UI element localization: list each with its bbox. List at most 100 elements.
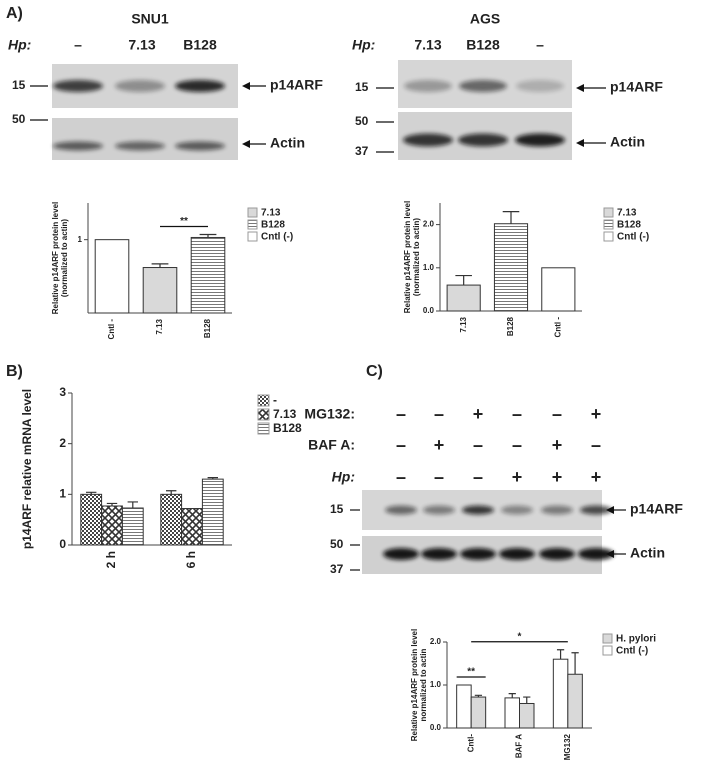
error-bar [207, 477, 218, 480]
band-label: Actin [270, 135, 305, 151]
legend-label: B128 [261, 220, 285, 231]
legend-label: 7.13 [261, 208, 281, 219]
bar [504, 697, 520, 729]
x-tick-label: 7.13 [155, 318, 164, 334]
hp-label: Hp: [352, 37, 375, 53]
bar [94, 239, 130, 314]
blot-band [423, 505, 455, 515]
y-tick-label: 0 [59, 537, 66, 551]
marker-label: 37 [355, 144, 369, 158]
x-tick-label: Cntl- [466, 734, 475, 753]
lane-label: 7.13 [128, 37, 155, 53]
y-axis-label: Relative p14ARF protein level [403, 201, 412, 313]
legend-swatch [257, 422, 270, 435]
bar [493, 223, 529, 312]
y-tick-label: 3 [59, 385, 66, 399]
row-label: BAF A: [308, 437, 355, 453]
error-bar [106, 502, 118, 506]
y-tick-label: 1 [59, 487, 66, 501]
x-tick-label: B128 [203, 318, 212, 338]
legend-label: Cntl (-) [261, 232, 293, 243]
significance-label: ** [180, 216, 188, 227]
legend-swatch [603, 207, 614, 218]
sign: + [512, 467, 523, 487]
sign: – [552, 404, 562, 424]
y-axis-label: (normalized to actin) [60, 219, 69, 298]
sign: – [591, 435, 601, 455]
bar [519, 702, 535, 729]
blot-band [175, 141, 225, 151]
blot-strip [52, 118, 238, 160]
blot-band [541, 505, 573, 515]
y-tick-label: 1 [78, 235, 83, 244]
x-tick-label: 6 h [184, 551, 198, 568]
error-bar [151, 263, 169, 268]
bar [201, 478, 224, 546]
legend-label: Cntl (-) [616, 646, 648, 657]
bar [190, 236, 226, 314]
legend-swatch [247, 207, 258, 218]
bar [446, 284, 481, 312]
bar [541, 267, 576, 312]
sign: – [434, 404, 444, 424]
blot-band [53, 141, 103, 151]
lane-label: 7.13 [414, 37, 441, 53]
panel-label: B) [6, 363, 23, 380]
blot-band [53, 80, 103, 92]
blot-band [458, 133, 508, 147]
y-tick-label: 1.0 [423, 263, 435, 272]
legend-label: 7.13 [617, 208, 637, 219]
legend-label: Cntl (-) [617, 232, 649, 243]
blot-band [459, 80, 507, 92]
panel-label: C) [366, 363, 383, 380]
legend-swatch [257, 408, 270, 421]
error-bar [86, 491, 97, 495]
lane-label: – [536, 37, 544, 53]
error-bar [502, 211, 520, 224]
legend-swatch [602, 633, 613, 644]
legend-label: 7.13 [273, 407, 297, 421]
sign: + [591, 404, 602, 424]
blot-band [115, 80, 165, 92]
error-bar [166, 490, 177, 495]
blot-band [578, 548, 614, 560]
bar [552, 658, 569, 729]
y-tick-label: 1.0 [430, 680, 442, 689]
error-bar [199, 233, 217, 238]
y-tick-label: 2 [59, 436, 66, 450]
x-tick-label: MG132 [563, 733, 572, 760]
error-bar [523, 696, 531, 704]
legend-swatch [257, 394, 270, 407]
sign: – [512, 404, 522, 424]
y-axis-label: Relative p14ARF protein level [410, 629, 419, 741]
sign: – [396, 435, 406, 455]
legend-label: H. pylori [616, 634, 656, 645]
hp-label: Hp: [8, 37, 31, 53]
bar [470, 696, 487, 729]
blot-title: AGS [470, 11, 500, 27]
arrow-head [576, 84, 584, 92]
lane-label: B128 [466, 37, 500, 53]
marker-label: 50 [330, 537, 344, 551]
legend-swatch [603, 219, 614, 230]
x-tick-label: BAF A [515, 734, 524, 758]
bar [456, 684, 472, 729]
x-tick-label: Cntl - [553, 317, 562, 338]
arrow-head [242, 82, 250, 90]
blot-band [539, 548, 575, 560]
blot-band [515, 133, 565, 147]
marker-label: 50 [355, 114, 369, 128]
x-tick-label: B128 [506, 316, 515, 336]
marker-label: 15 [355, 80, 369, 94]
blot-band [499, 548, 535, 560]
blot-band [460, 548, 496, 560]
legend-label: B128 [617, 220, 641, 231]
sign: + [434, 435, 445, 455]
band-label: Actin [610, 134, 645, 150]
arrow-head [606, 550, 614, 558]
significance-label: * [518, 631, 522, 642]
sign: – [434, 467, 444, 487]
band-label: Actin [630, 545, 665, 561]
y-tick-label: 2.0 [430, 637, 442, 646]
